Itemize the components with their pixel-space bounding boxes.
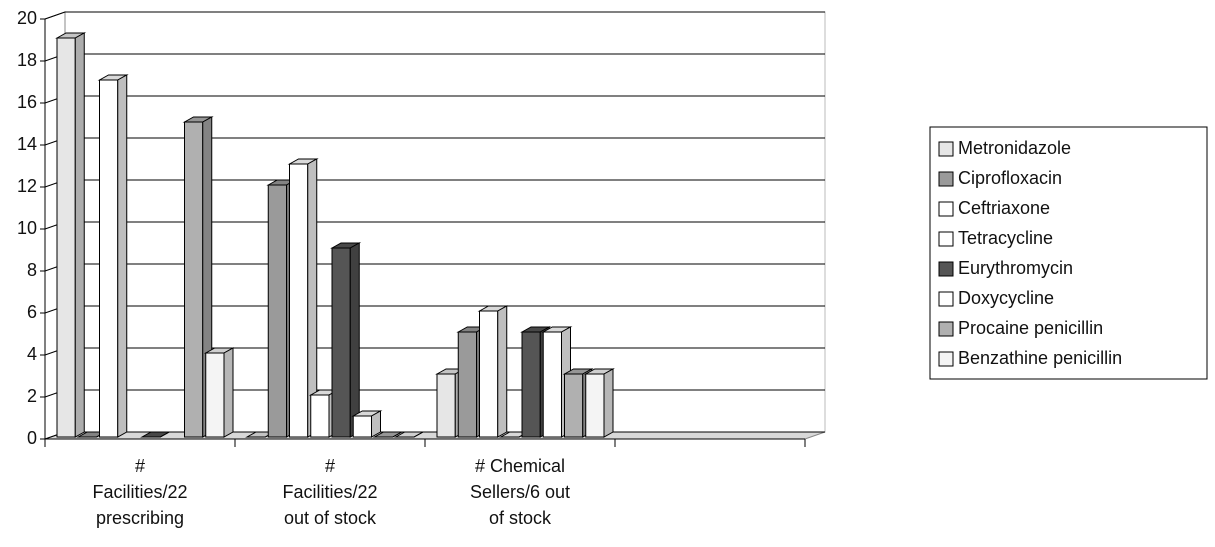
legend-swatch: [938, 321, 954, 337]
bar-front: [564, 373, 584, 438]
y-tick-label: 8: [27, 260, 37, 280]
legend-swatch: [938, 231, 954, 247]
legend-swatch: [938, 141, 954, 157]
x-tick-label: # Chemical Sellers/6 out of stock: [469, 456, 571, 528]
bar-front: [436, 373, 456, 438]
bar-side: [117, 74, 128, 438]
y-tick-label: 14: [17, 134, 37, 154]
bar-front: [289, 163, 309, 438]
bar: [477, 305, 509, 438]
legend-label: Metronidazole: [958, 138, 1071, 158]
legend-label: Ciprofloxacin: [958, 168, 1062, 188]
bar: [372, 431, 404, 438]
bar-side: [371, 410, 381, 438]
y-tick-label: 16: [17, 92, 37, 112]
bar: [287, 158, 319, 438]
bar-side: [497, 305, 508, 438]
bar-side: [160, 431, 170, 438]
bar-front: [205, 352, 225, 438]
bar-side: [603, 368, 614, 438]
bar-front: [457, 331, 477, 438]
y-tick-label: 18: [17, 50, 37, 70]
bar: [140, 431, 172, 438]
y-tick-label: 2: [27, 386, 37, 406]
y-tick-label: 10: [17, 218, 37, 238]
legend-label: Tetracycline: [958, 228, 1053, 248]
bar: [55, 32, 87, 438]
bar-side: [392, 431, 402, 438]
y-tick-label: 6: [27, 302, 37, 322]
bar-front: [479, 310, 499, 438]
bar: [97, 74, 129, 438]
bar-front: [267, 184, 287, 438]
legend-label: Eurythromycin: [958, 258, 1073, 278]
bar-side: [74, 32, 85, 438]
bar-side: [223, 347, 234, 438]
legend-label: Doxycycline: [958, 288, 1054, 308]
bar-side: [413, 431, 424, 438]
bar-front: [56, 37, 76, 438]
legend-label: Benzathine penicillin: [958, 348, 1122, 368]
bar-front: [99, 79, 119, 438]
y-tick-label: 20: [17, 8, 37, 28]
legend-swatch: [938, 171, 954, 187]
legend-swatch: [938, 261, 954, 277]
grid-line: [44, 11, 825, 20]
y-tick-label: 0: [27, 428, 37, 448]
legend-label: Procaine penicillin: [958, 318, 1103, 338]
y-tick-label: 12: [17, 176, 37, 196]
bar: [351, 410, 383, 438]
bar-front: [542, 331, 562, 438]
bar-front: [184, 121, 204, 438]
bar: [203, 347, 235, 438]
bar: [583, 368, 615, 438]
bar: [393, 431, 425, 438]
x-tick-label: # Facilities/22 prescribing: [92, 456, 188, 528]
y-tick-label: 4: [27, 344, 37, 364]
bar-front: [331, 247, 351, 438]
bar-front: [585, 373, 605, 438]
legend-swatch: [938, 351, 954, 367]
x-tick-label: # Facilities/22 out of stock: [282, 456, 378, 528]
legend-swatch: [938, 291, 954, 307]
legend-box: [929, 126, 1208, 380]
legend-label: Ceftriaxone: [958, 198, 1050, 218]
bar-front: [521, 331, 541, 438]
bar-front: [352, 415, 372, 438]
legend-swatch: [938, 201, 954, 217]
bar: [330, 242, 362, 438]
bar-side: [349, 242, 360, 438]
bar-front: [310, 394, 330, 438]
